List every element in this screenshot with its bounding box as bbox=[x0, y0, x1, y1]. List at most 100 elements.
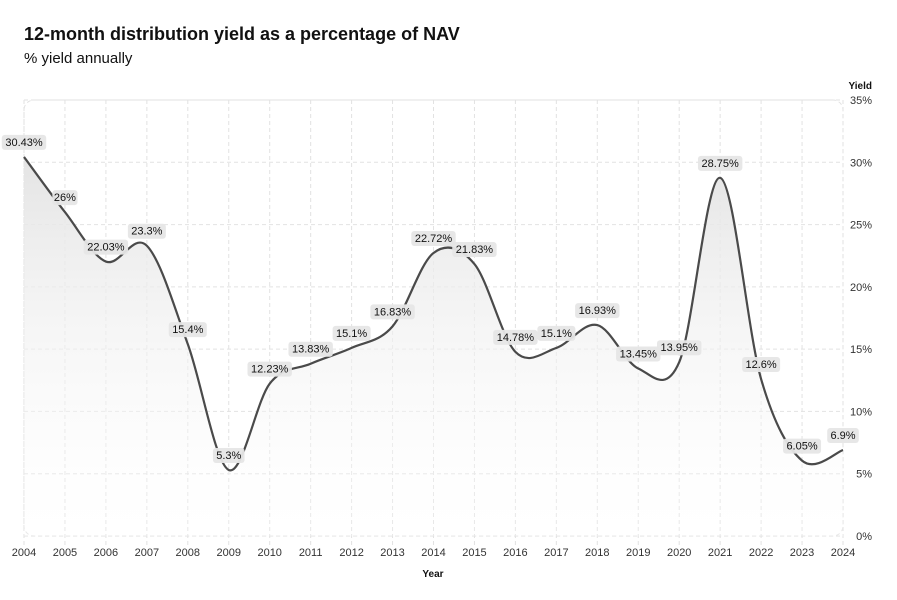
data-label: 12.23% bbox=[247, 361, 292, 377]
data-label: 16.83% bbox=[370, 304, 415, 320]
data-label: 16.93% bbox=[575, 303, 620, 319]
data-label: 15.1% bbox=[537, 325, 576, 341]
data-label-bg bbox=[657, 340, 702, 356]
data-label-bg bbox=[52, 190, 78, 206]
data-label: 12.6% bbox=[742, 357, 781, 373]
data-label-bg bbox=[288, 341, 333, 357]
data-label: 6.9% bbox=[827, 428, 859, 444]
y-tick-label: 15% bbox=[850, 344, 872, 356]
data-label-bg bbox=[212, 447, 245, 463]
x-tick-label: 2020 bbox=[667, 547, 691, 559]
x-tick-label: 2024 bbox=[831, 547, 855, 559]
data-label-text: 13.95% bbox=[661, 342, 699, 354]
x-tick-label: 2006 bbox=[94, 547, 118, 559]
data-label: 15.4% bbox=[168, 322, 207, 338]
x-tick-label: 2012 bbox=[339, 547, 363, 559]
data-label-bg bbox=[247, 361, 292, 377]
chart-title: 12-month distribution yield as a percent… bbox=[24, 24, 460, 44]
data-label-bg bbox=[827, 428, 859, 444]
data-label-text: 12.23% bbox=[251, 364, 289, 376]
data-label: 21.83% bbox=[452, 242, 497, 258]
x-tick-label: 2017 bbox=[544, 547, 568, 559]
y-tick-label: 25% bbox=[850, 220, 872, 232]
data-label-text: 15.4% bbox=[172, 324, 203, 336]
x-tick-label: 2016 bbox=[503, 547, 527, 559]
data-label-text: 16.83% bbox=[374, 306, 412, 318]
x-tick-label: 2010 bbox=[257, 547, 281, 559]
data-label: 23.3% bbox=[127, 223, 166, 239]
x-tick-label: 2015 bbox=[462, 547, 486, 559]
data-label-bg bbox=[537, 325, 576, 341]
data-label: 13.83% bbox=[288, 341, 333, 357]
data-label-text: 22.03% bbox=[87, 242, 125, 254]
x-tick-label: 2008 bbox=[176, 547, 200, 559]
data-label-text: 6.9% bbox=[830, 430, 855, 442]
x-tick-label: 2019 bbox=[626, 547, 650, 559]
y-tick-label: 10% bbox=[850, 406, 872, 418]
data-label-text: 26% bbox=[54, 192, 76, 204]
x-tick-label: 2013 bbox=[380, 547, 404, 559]
data-label-text: 15.1% bbox=[541, 328, 572, 340]
x-tick-label: 2005 bbox=[53, 547, 77, 559]
data-label-bg bbox=[697, 155, 743, 171]
data-label-text: 14.78% bbox=[497, 332, 535, 344]
y-tick-label: 30% bbox=[850, 157, 872, 169]
x-tick-label: 2004 bbox=[12, 547, 36, 559]
y-tick-label: 35% bbox=[850, 95, 872, 107]
x-tick-label: 2007 bbox=[135, 547, 159, 559]
data-label-text: 23.3% bbox=[131, 226, 162, 238]
data-label-text: 12.6% bbox=[745, 359, 776, 371]
x-tick-label: 2022 bbox=[749, 547, 773, 559]
data-label-bg bbox=[452, 242, 497, 258]
data-label-text: 30.43% bbox=[5, 137, 43, 149]
data-label-bg bbox=[168, 322, 207, 338]
data-label: 22.72% bbox=[411, 230, 456, 246]
x-tick-label: 2021 bbox=[708, 547, 732, 559]
x-tick-label: 2009 bbox=[217, 547, 241, 559]
data-label-bg bbox=[616, 346, 661, 362]
x-axis-title: Year bbox=[422, 569, 443, 580]
data-label-bg bbox=[1, 134, 47, 150]
y-tick-label: 0% bbox=[856, 531, 872, 543]
area-fill bbox=[24, 156, 843, 536]
data-label-bg bbox=[493, 329, 538, 345]
data-label-text: 28.75% bbox=[701, 158, 739, 170]
data-label-bg bbox=[370, 304, 415, 320]
data-label-text: 13.45% bbox=[620, 348, 658, 360]
y-tick-label: 20% bbox=[850, 282, 872, 294]
data-label-bg bbox=[83, 239, 129, 255]
data-label: 14.78% bbox=[493, 329, 538, 345]
data-label-text: 13.83% bbox=[292, 344, 330, 356]
data-label: 6.05% bbox=[783, 438, 822, 454]
y-axis-title: Yield bbox=[848, 81, 872, 92]
data-label: 15.1% bbox=[332, 325, 371, 341]
data-label-text: 15.1% bbox=[336, 328, 367, 340]
data-label: 28.75% bbox=[697, 155, 743, 171]
x-tick-label: 2018 bbox=[585, 547, 609, 559]
data-label-text: 21.83% bbox=[456, 244, 494, 256]
data-label-text: 22.72% bbox=[415, 233, 453, 245]
data-label-text: 5.3% bbox=[216, 450, 241, 462]
data-label-bg bbox=[411, 230, 456, 246]
data-label: 22.03% bbox=[83, 239, 129, 255]
data-label-bg bbox=[783, 438, 822, 454]
chart-subtitle: % yield annually bbox=[24, 50, 133, 67]
data-label: 30.43% bbox=[1, 134, 47, 150]
data-label-bg bbox=[332, 325, 371, 341]
data-label-bg bbox=[575, 303, 620, 319]
y-tick-label: 5% bbox=[856, 469, 872, 481]
x-tick-label: 2014 bbox=[421, 547, 445, 559]
x-tick-label: 2023 bbox=[790, 547, 814, 559]
x-tick-label: 2011 bbox=[299, 547, 323, 559]
data-label-text: 16.93% bbox=[579, 305, 617, 317]
data-label: 13.95% bbox=[657, 340, 702, 356]
data-label: 26% bbox=[52, 190, 78, 206]
data-label-bg bbox=[127, 223, 166, 239]
data-label: 13.45% bbox=[616, 346, 661, 362]
series-line bbox=[23, 156, 844, 472]
data-label-text: 6.05% bbox=[786, 441, 817, 453]
data-label-bg bbox=[742, 357, 781, 373]
data-label: 5.3% bbox=[212, 447, 245, 463]
